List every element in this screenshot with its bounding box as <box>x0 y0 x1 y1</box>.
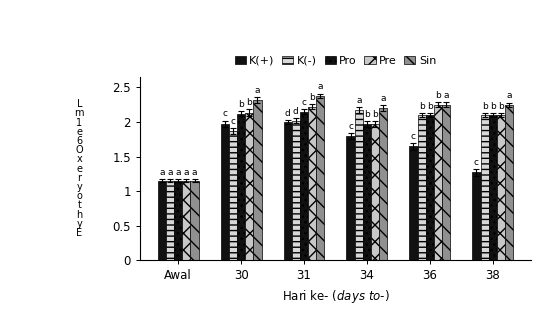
Text: c: c <box>222 109 227 118</box>
Bar <box>292 121 300 260</box>
Text: a: a <box>443 91 449 100</box>
Text: d: d <box>285 109 290 118</box>
Bar <box>434 105 442 260</box>
Bar <box>221 124 229 260</box>
Bar <box>410 146 418 260</box>
Bar <box>245 113 253 260</box>
Text: c: c <box>301 98 306 107</box>
Bar <box>283 122 292 260</box>
Text: a: a <box>254 86 260 95</box>
Text: c: c <box>411 132 416 140</box>
Bar <box>371 124 379 260</box>
Text: b: b <box>498 102 504 111</box>
Bar <box>480 115 489 260</box>
Text: b: b <box>419 102 425 111</box>
Text: c: c <box>230 117 235 126</box>
Legend: K(+), K(-), Pro, Pre, Sin: K(+), K(-), Pro, Pre, Sin <box>230 51 441 70</box>
Text: b: b <box>238 100 244 109</box>
Bar <box>497 115 505 260</box>
Text: a: a <box>506 92 512 100</box>
Text: d: d <box>293 108 299 116</box>
Text: a: a <box>356 96 361 105</box>
Text: b: b <box>310 93 315 102</box>
Bar <box>253 100 262 260</box>
Text: c: c <box>474 158 479 167</box>
Bar <box>442 105 450 260</box>
Bar <box>472 172 480 260</box>
Text: b: b <box>482 102 488 111</box>
Text: b: b <box>435 91 441 100</box>
Text: a: a <box>192 168 197 177</box>
Bar <box>426 115 434 260</box>
Text: c: c <box>348 122 353 131</box>
Bar <box>316 96 324 260</box>
Text: b: b <box>364 110 370 119</box>
Bar <box>191 181 199 260</box>
Text: b: b <box>427 102 433 111</box>
Bar <box>505 105 513 260</box>
Text: a: a <box>318 83 323 92</box>
Bar <box>489 115 497 260</box>
Text: b: b <box>372 110 378 119</box>
Bar <box>237 114 245 260</box>
Text: L
m
1
e
6
O
x
e
r
y
o
t
h
y
E: L m 1 e 6 O x e r y o t h y E <box>75 99 84 238</box>
Text: b: b <box>246 98 252 108</box>
Text: a: a <box>183 168 189 177</box>
Bar <box>363 124 371 260</box>
Bar <box>174 181 182 260</box>
Bar <box>182 181 191 260</box>
Text: b: b <box>490 102 496 111</box>
X-axis label: Hari ke- ($\it{days\ to}$-): Hari ke- ($\it{days\ to}$-) <box>282 288 389 305</box>
Text: a: a <box>159 168 164 177</box>
Bar <box>158 181 166 260</box>
Bar <box>418 115 426 260</box>
Bar <box>166 181 174 260</box>
Text: a: a <box>175 168 181 177</box>
Text: a: a <box>167 168 173 177</box>
Bar <box>355 110 363 260</box>
Bar <box>229 131 237 260</box>
Bar <box>308 107 316 260</box>
Text: a: a <box>381 94 386 103</box>
Bar <box>347 136 355 260</box>
Bar <box>379 108 387 260</box>
Bar <box>300 112 308 260</box>
